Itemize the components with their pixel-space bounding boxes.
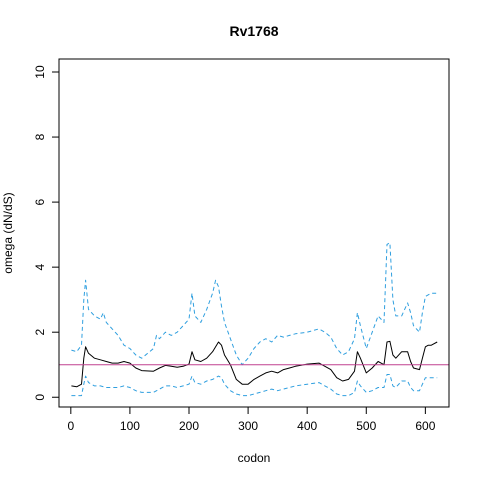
y-tick-label: 8 [33,133,47,140]
y-tick-label: 6 [33,198,47,205]
plot-frame [58,58,450,408]
chart-title: Rv1768 [229,23,278,39]
x-tick-label: 600 [415,419,435,433]
y-tick-label: 2 [33,329,47,336]
x-tick-label: 500 [356,419,376,433]
x-tick-label: 300 [238,419,258,433]
x-tick-label: 400 [297,419,317,433]
y-axis: 0 2 4 6 8 10 [33,65,60,401]
y-axis-label: omega (dN/dS) [1,192,15,273]
series-layer [71,242,438,397]
y-tick-label: 0 [33,394,47,401]
series-line-omega [71,340,438,388]
x-axis-label: codon [238,451,271,465]
y-tick-label: 10 [33,65,47,79]
x-tick-label: 200 [179,419,199,433]
x-axis: 0 100 200 300 400 500 600 [67,406,436,433]
y-tick-label: 4 [33,263,47,270]
x-tick-label: 0 [67,419,74,433]
x-tick-label: 100 [120,419,140,433]
series-line-lower-bound [71,374,438,397]
series-line-upper-bound [71,242,438,366]
